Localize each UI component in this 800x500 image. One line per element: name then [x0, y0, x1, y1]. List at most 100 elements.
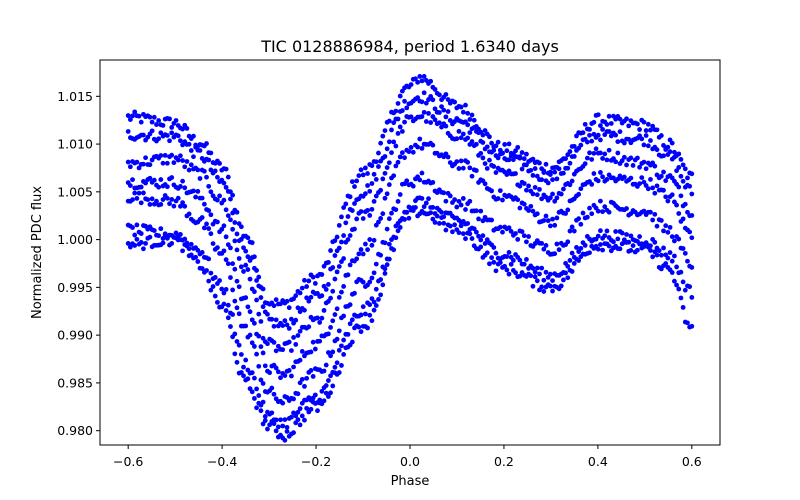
data-point [534, 265, 540, 271]
data-point [125, 159, 131, 165]
data-point [563, 211, 568, 216]
data-point [215, 245, 220, 251]
data-point [543, 269, 549, 275]
data-point [180, 126, 185, 132]
data-point [378, 140, 384, 146]
data-point [141, 132, 146, 138]
x-tick-label: 0.2 [494, 454, 514, 469]
data-point [539, 241, 545, 246]
data-point [521, 261, 527, 267]
data-point [306, 278, 312, 284]
data-point [519, 166, 525, 172]
data-point [393, 207, 399, 213]
data-point [569, 178, 575, 184]
data-point [491, 245, 497, 250]
data-point [158, 226, 164, 232]
data-point [663, 223, 669, 229]
data-point [164, 184, 170, 190]
data-point [247, 309, 253, 315]
data-point [478, 208, 484, 214]
data-point [358, 329, 364, 335]
data-point [635, 121, 640, 127]
data-point [136, 190, 142, 196]
data-point [482, 128, 488, 133]
data-point [321, 368, 327, 374]
data-point [454, 136, 460, 142]
data-point [689, 295, 695, 300]
data-point [197, 148, 203, 153]
data-point [687, 183, 693, 189]
data-point [378, 187, 384, 193]
data-point [178, 203, 183, 209]
data-point [295, 391, 301, 397]
data-point [371, 307, 377, 313]
data-point [621, 174, 627, 180]
data-point [132, 190, 138, 196]
data-point [589, 157, 595, 162]
data-point [243, 248, 249, 254]
data-point [284, 298, 290, 304]
data-point [436, 221, 442, 226]
data-point [127, 117, 133, 122]
data-point [547, 283, 553, 289]
data-point [624, 116, 629, 122]
data-point [408, 114, 414, 120]
data-point [221, 180, 227, 186]
data-point [506, 225, 512, 231]
data-point [271, 323, 277, 329]
data-point [138, 240, 144, 245]
data-point [182, 203, 188, 209]
data-point [682, 287, 688, 293]
data-point [308, 294, 314, 300]
data-point [204, 268, 209, 273]
data-point [345, 214, 351, 219]
data-point [362, 191, 368, 197]
data-point [225, 315, 231, 321]
data-point [495, 139, 501, 145]
data-point [528, 167, 534, 173]
data-point [225, 174, 231, 180]
data-point [489, 217, 495, 223]
data-point [689, 171, 695, 177]
data-point [236, 342, 242, 348]
data-point [584, 155, 590, 161]
data-point [508, 261, 514, 267]
data-point [497, 224, 503, 230]
data-point [339, 363, 344, 368]
data-point [689, 213, 695, 218]
data-point [134, 236, 140, 242]
data-point [530, 208, 536, 214]
data-point [456, 230, 462, 236]
data-point [169, 196, 175, 202]
data-point [534, 192, 540, 198]
data-point [650, 217, 656, 223]
data-point [228, 324, 233, 329]
data-point [232, 351, 238, 357]
data-point [678, 269, 684, 275]
data-point [445, 109, 451, 114]
data-point [291, 396, 296, 402]
data-point [219, 286, 225, 292]
data-point [278, 417, 283, 423]
data-point [358, 167, 364, 173]
data-point [598, 198, 603, 204]
y-tick-label: 0.980 [57, 423, 93, 438]
data-point [443, 198, 449, 204]
data-point [537, 160, 542, 166]
x-tick-label: −0.6 [113, 454, 143, 469]
data-point [356, 173, 362, 179]
data-point [680, 178, 686, 184]
data-point [391, 247, 397, 253]
data-point [598, 123, 603, 128]
data-point [195, 259, 201, 264]
data-point [615, 150, 621, 156]
data-point [256, 400, 262, 406]
data-point [243, 262, 249, 268]
data-point [376, 219, 381, 225]
data-point [206, 183, 212, 189]
data-point [382, 266, 388, 272]
data-point [252, 344, 257, 349]
data-point [458, 202, 464, 208]
data-point [245, 376, 251, 382]
data-point [473, 229, 479, 235]
